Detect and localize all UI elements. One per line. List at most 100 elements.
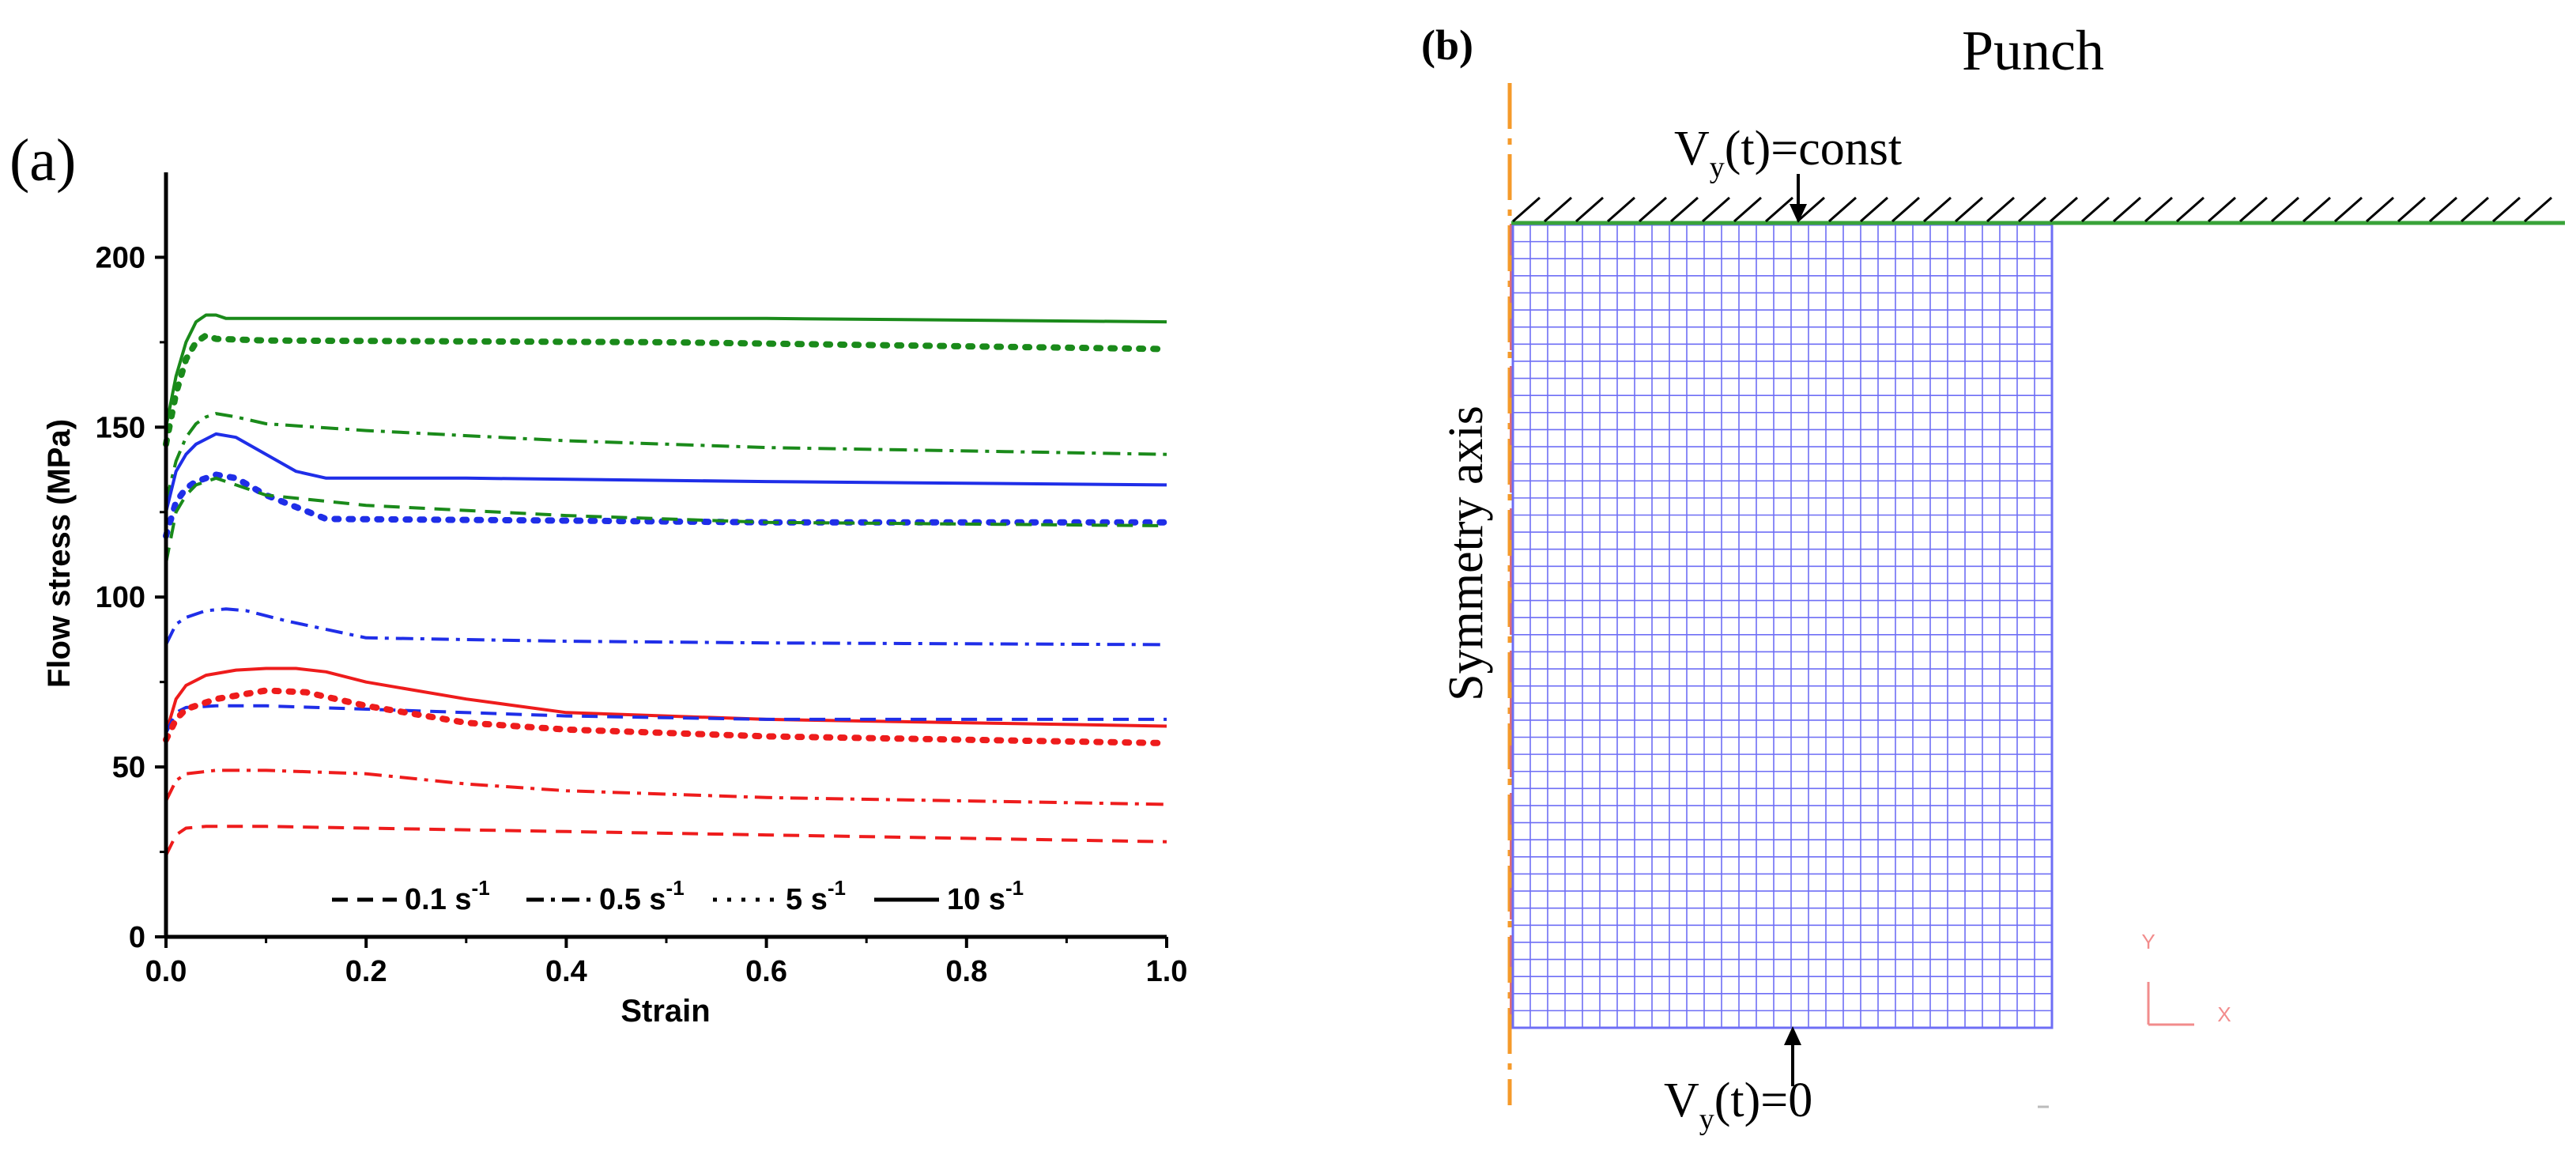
hatch-line: [1986, 196, 2015, 223]
hatch-line: [2492, 196, 2521, 223]
y-axis-title: Flow stress (MPa): [42, 419, 77, 688]
legend-entry-0-5: 0.5 s-1: [526, 876, 685, 916]
x-axis-title: Strain: [620, 994, 710, 1029]
legend-text-0-1: 0.1 s: [405, 883, 472, 916]
hatch-line: [2208, 196, 2236, 223]
triad-x-label: X: [2217, 1002, 2231, 1026]
hatch-line: [2176, 196, 2204, 223]
bottom-velocity-rest: (t)=0: [1714, 1074, 1812, 1127]
hatch-line: [1670, 196, 1699, 223]
hatch-line: [2303, 196, 2331, 223]
top-arrow-head: [1790, 204, 1807, 223]
x-tick-label: 0.0: [145, 955, 187, 988]
legend-label-5: 5 s-1: [786, 876, 846, 916]
panel-b-diagram: (b) Punch Symmetry axis Vy(t)=const Vy(t…: [1421, 19, 2565, 1136]
y-tick-label: 150: [96, 411, 145, 444]
coordinate-triad: Y X: [2141, 930, 2231, 1026]
legend-sup-10: -1: [1005, 876, 1024, 900]
symmetry-axis-label: Symmetry axis: [1439, 406, 1493, 701]
hatch-line: [1702, 196, 1730, 223]
hatch-line: [1860, 196, 1888, 223]
hatch-line: [2018, 196, 2046, 223]
y-tick-label: 100: [96, 581, 145, 614]
hatch-line: [2429, 196, 2457, 223]
top-velocity-v: V: [1674, 122, 1710, 176]
bottom-velocity-label: Vy(t)=0: [1664, 1074, 1812, 1136]
legend-entry-10: 10 s-1: [874, 876, 1024, 916]
y-tick-label: 200: [96, 241, 145, 274]
series-line-blue-0.5: [164, 607, 1167, 647]
legend-text-5: 5 s: [786, 883, 828, 916]
hatch-line: [1544, 196, 1572, 223]
hatch-line: [2461, 196, 2489, 223]
hatch-line: [1512, 196, 1541, 223]
legend-entry-0-1: 0.1 s-1: [332, 876, 490, 916]
hatch-line: [1575, 196, 1604, 223]
legend-label-0-5: 0.5 s-1: [599, 876, 685, 916]
x-tick-label: 0.6: [745, 955, 787, 988]
series-line-red-10: [164, 666, 1167, 734]
y-tick-label: 0: [129, 921, 145, 954]
punch-hatching: [1512, 196, 2552, 223]
legend-sup-0-5: -1: [666, 876, 685, 900]
hatch-line: [2271, 196, 2299, 223]
hatch-line: [1765, 196, 1793, 223]
x-tick-label: 0.4: [545, 955, 587, 988]
legend-sup-5: -1: [828, 876, 846, 900]
hatch-line: [2524, 196, 2552, 223]
series-line-blue-10: [164, 432, 1167, 513]
y-ticks: 0 50 100 150 200: [96, 241, 166, 954]
top-velocity-label: Vy(t)=const: [1674, 122, 1902, 184]
series-layer: [163, 313, 1170, 856]
top-velocity-rest: (t)=const: [1725, 122, 1902, 176]
bottom-velocity-sub: y: [1699, 1103, 1714, 1136]
hatch-line: [1923, 196, 1952, 223]
mesh-grid: [1511, 223, 2054, 1029]
series-line-green-10: [164, 313, 1167, 428]
x-ticks: 0.0 0.2 0.4 0.6 0.8 1.0: [145, 937, 1188, 988]
hatch-line: [2239, 196, 2268, 223]
series-line-blue-5: [163, 471, 1170, 539]
legend-text-0-5: 0.5 s: [599, 883, 666, 916]
hatch-line: [1828, 196, 1857, 223]
series-line-blue-0.1: [164, 704, 1167, 734]
x-tick-label: 0.8: [945, 955, 987, 988]
y-tick-label: 50: [112, 751, 145, 784]
series-line-red-0.5: [164, 768, 1167, 806]
hatch-line: [2397, 196, 2426, 223]
legend-entry-5: 5 s-1: [713, 876, 846, 916]
legend-label-10: 10 s-1: [947, 876, 1024, 916]
mesh-boundary: [1511, 223, 2054, 1029]
hatch-line: [1891, 196, 1920, 223]
punch-title: Punch: [1962, 19, 2104, 82]
hatch-line: [2334, 196, 2363, 223]
hatch-line: [1607, 196, 1635, 223]
legend-sup-0-1: -1: [472, 876, 490, 900]
hatch-line: [1955, 196, 1983, 223]
triad-y-label: Y: [2141, 930, 2155, 953]
bottom-velocity-v: V: [1664, 1074, 1699, 1127]
hatch-line: [2144, 196, 2173, 223]
hatch-line: [1639, 196, 1667, 223]
legend-label-0-1: 0.1 s-1: [405, 876, 490, 916]
series-line-green-0.5: [164, 412, 1167, 503]
hatch-line: [2366, 196, 2394, 223]
x-tick-label: 1.0: [1146, 955, 1188, 988]
hatch-line: [2113, 196, 2141, 223]
series-line-red-0.1: [164, 825, 1167, 856]
hatch-line: [2050, 196, 2078, 223]
bottom-arrow-head: [1784, 1026, 1801, 1045]
hatch-line: [1733, 196, 1762, 223]
x-tick-label: 0.2: [345, 955, 387, 988]
legend-text-10: 10 s: [947, 883, 1005, 916]
panel-a-chart: (a) 0.0 0.2 0.4 0.6 0.8 1.0 0 50 100 150 200 Stra…: [9, 127, 1187, 1029]
panel-a-label: (a): [9, 127, 76, 194]
hatch-line: [1797, 196, 1825, 223]
panel-b-label: (b): [1421, 21, 1473, 69]
series-line-green-0.1: [164, 476, 1167, 564]
legend: 0.1 s-1 0.5 s-1 5 s-1 10 s-1: [332, 876, 1024, 916]
series-line-green-5: [163, 332, 1170, 447]
series-line-red-5: [163, 687, 1170, 746]
top-velocity-sub: y: [1710, 151, 1725, 184]
